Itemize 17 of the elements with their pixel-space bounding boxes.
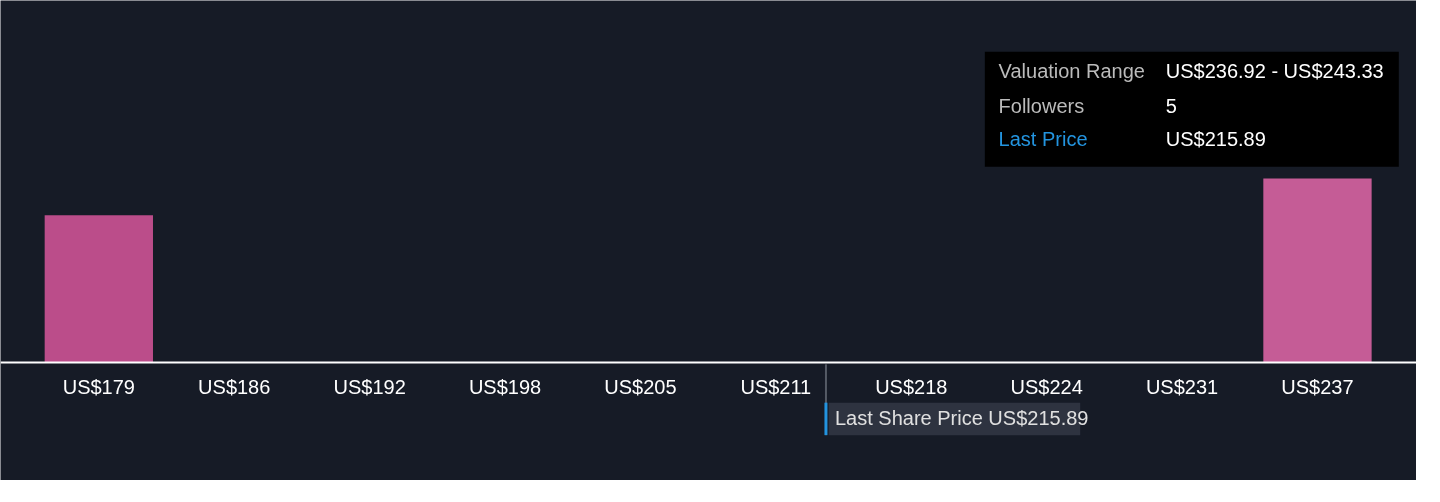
text: Last Price — [998, 128, 1088, 151]
x-tick-label: US$179 — [62, 376, 135, 399]
x-tick-label: US$211 — [740, 376, 812, 399]
text: Followers — [998, 94, 1085, 117]
x-tick-label: US$186 — [198, 376, 271, 399]
text: US$215.89 — [1165, 128, 1266, 151]
x-tick-label: US$224 — [1010, 376, 1083, 399]
x-tick-label: US$218 — [875, 376, 948, 399]
x-tick-label: US$237 — [1281, 376, 1354, 399]
x-tick-label: US$231 — [1145, 376, 1219, 399]
x-tick-label: US$205 — [604, 376, 677, 399]
text: 5 — [1165, 94, 1177, 117]
x-tick-label: US$192 — [333, 376, 406, 399]
text: Valuation Range — [998, 60, 1145, 83]
text: US$236.92 - US$243.33 — [1165, 60, 1384, 83]
ref-line-label: Last Share Price US$215.89 — [834, 407, 1089, 430]
x-tick-label: US$198 — [468, 376, 542, 399]
